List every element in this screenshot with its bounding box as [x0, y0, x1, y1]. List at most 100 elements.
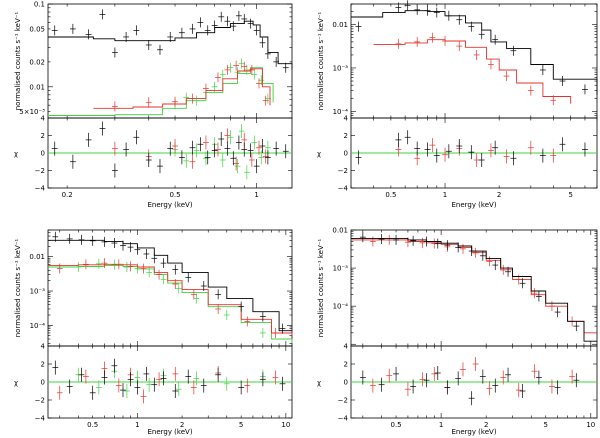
residual-point-red [569, 369, 576, 384]
res-tick-label: 4 [41, 343, 46, 351]
residual-point-green [258, 150, 265, 165]
data-point-black [241, 13, 248, 24]
data-point-red [386, 234, 393, 245]
residual-point-black [259, 372, 266, 387]
data-point-black [247, 18, 254, 29]
data-point-black [404, 0, 411, 11]
data-point-red [233, 60, 240, 71]
data-point-red [503, 71, 510, 82]
data-point-black [478, 29, 485, 40]
data-point-red [262, 95, 269, 106]
data-point-red [487, 59, 494, 70]
data-point-black [259, 311, 266, 322]
residual-point-red [548, 379, 555, 394]
residual-point-black [554, 380, 561, 395]
residual-point-red [404, 382, 411, 397]
residual-point-green [123, 384, 130, 398]
residual-point-red [460, 362, 466, 377]
x-axis-label: Energy (keV) [451, 428, 496, 436]
residual-point-red [472, 357, 479, 371]
data-point-black [582, 84, 588, 95]
residual-point-black [178, 150, 185, 165]
data-point-green [111, 259, 118, 270]
data-point-green [211, 81, 218, 92]
residual-point-black [127, 372, 134, 387]
res-tick-label: 0 [41, 150, 45, 158]
data-point-black [510, 45, 517, 56]
residual-point-black [185, 369, 192, 384]
data-point-black [224, 16, 231, 27]
residual-point-red [140, 389, 147, 404]
data-point-red [172, 96, 178, 107]
res-tick-label: −2 [338, 167, 348, 175]
x-tick-label: 1 [135, 421, 139, 429]
data-point-red [256, 78, 262, 89]
residual-point-black [423, 373, 430, 388]
y-tick-label: 0.01 [332, 227, 348, 235]
data-point-red [395, 38, 402, 49]
data-point-black [111, 238, 118, 249]
data-point-black [355, 21, 362, 32]
panel-2: 0.5 1 2 5 0.01 10⁻³ 10⁻⁴4 2 0 −2 −4 Energy (keV) nor… [317, 0, 598, 209]
residual-point-black [424, 142, 431, 157]
data-point-red [241, 61, 248, 72]
residual-point-green [183, 153, 190, 168]
residual-point-green [227, 130, 234, 145]
y-tick-label: 0.01 [29, 253, 45, 261]
data-point-black [282, 62, 289, 73]
data-point-black [554, 307, 561, 318]
x-axis-label: Energy (keV) [147, 201, 192, 209]
residual-point-black [215, 367, 222, 382]
data-point-red [244, 316, 251, 327]
data-point-red [429, 32, 436, 43]
data-point-black [160, 258, 167, 269]
model-red [93, 68, 271, 109]
data-point-black [178, 27, 185, 38]
residual-point-black [478, 153, 485, 167]
residual-point-green [223, 376, 230, 391]
x-tick-label: 2 [180, 421, 184, 429]
residual-point-black [282, 144, 289, 159]
residual-point-red [487, 143, 494, 158]
residual-point-black [218, 132, 225, 146]
data-point-black [259, 37, 266, 48]
spectrum-frame [350, 3, 598, 119]
res-tick-label: 2 [41, 361, 45, 369]
data-point-black [414, 4, 421, 15]
residual-point-black [434, 366, 441, 380]
res-tick-label: −4 [35, 185, 46, 193]
data-point-red [111, 101, 118, 112]
data-point-red [442, 35, 448, 46]
residual-point-black [120, 383, 126, 398]
residual-point-black [66, 379, 73, 394]
residual-point-green [234, 159, 241, 174]
data-point-black [66, 233, 73, 244]
data-point-red [473, 49, 480, 60]
x-tick-label: 2 [484, 421, 488, 429]
x-tick-label: 2 [497, 191, 501, 199]
model-black [48, 239, 292, 332]
residual-point-black [111, 358, 118, 373]
panel-3: 0.5 1 2 5 10 0.01 10⁻³ 10⁻⁴ 4 2 0 −2 −4 Energy (keV) n… [14, 229, 293, 436]
data-point-black [167, 31, 174, 42]
residual-point-black [99, 121, 106, 136]
residual-point-black [519, 384, 526, 398]
residual-point-black [133, 130, 140, 145]
data-point-black [99, 9, 106, 20]
data-point-red [156, 269, 163, 280]
residual-point-red [503, 149, 510, 164]
residual-point-black [505, 367, 512, 382]
data-point-green [251, 69, 258, 80]
data-point-red [203, 83, 209, 94]
data-point-black [151, 253, 158, 264]
residual-point-black [455, 371, 462, 386]
res-tick-label: 2 [344, 361, 348, 369]
residual-point-green [251, 135, 258, 150]
residual-point-black [69, 154, 76, 169]
data-point-red [215, 72, 221, 83]
y-tick-label: 10⁻⁴ [333, 303, 349, 311]
residual-point-black [378, 377, 385, 392]
data-point-black [468, 246, 475, 257]
data-point-black [492, 34, 499, 45]
data-point-black [238, 301, 245, 312]
